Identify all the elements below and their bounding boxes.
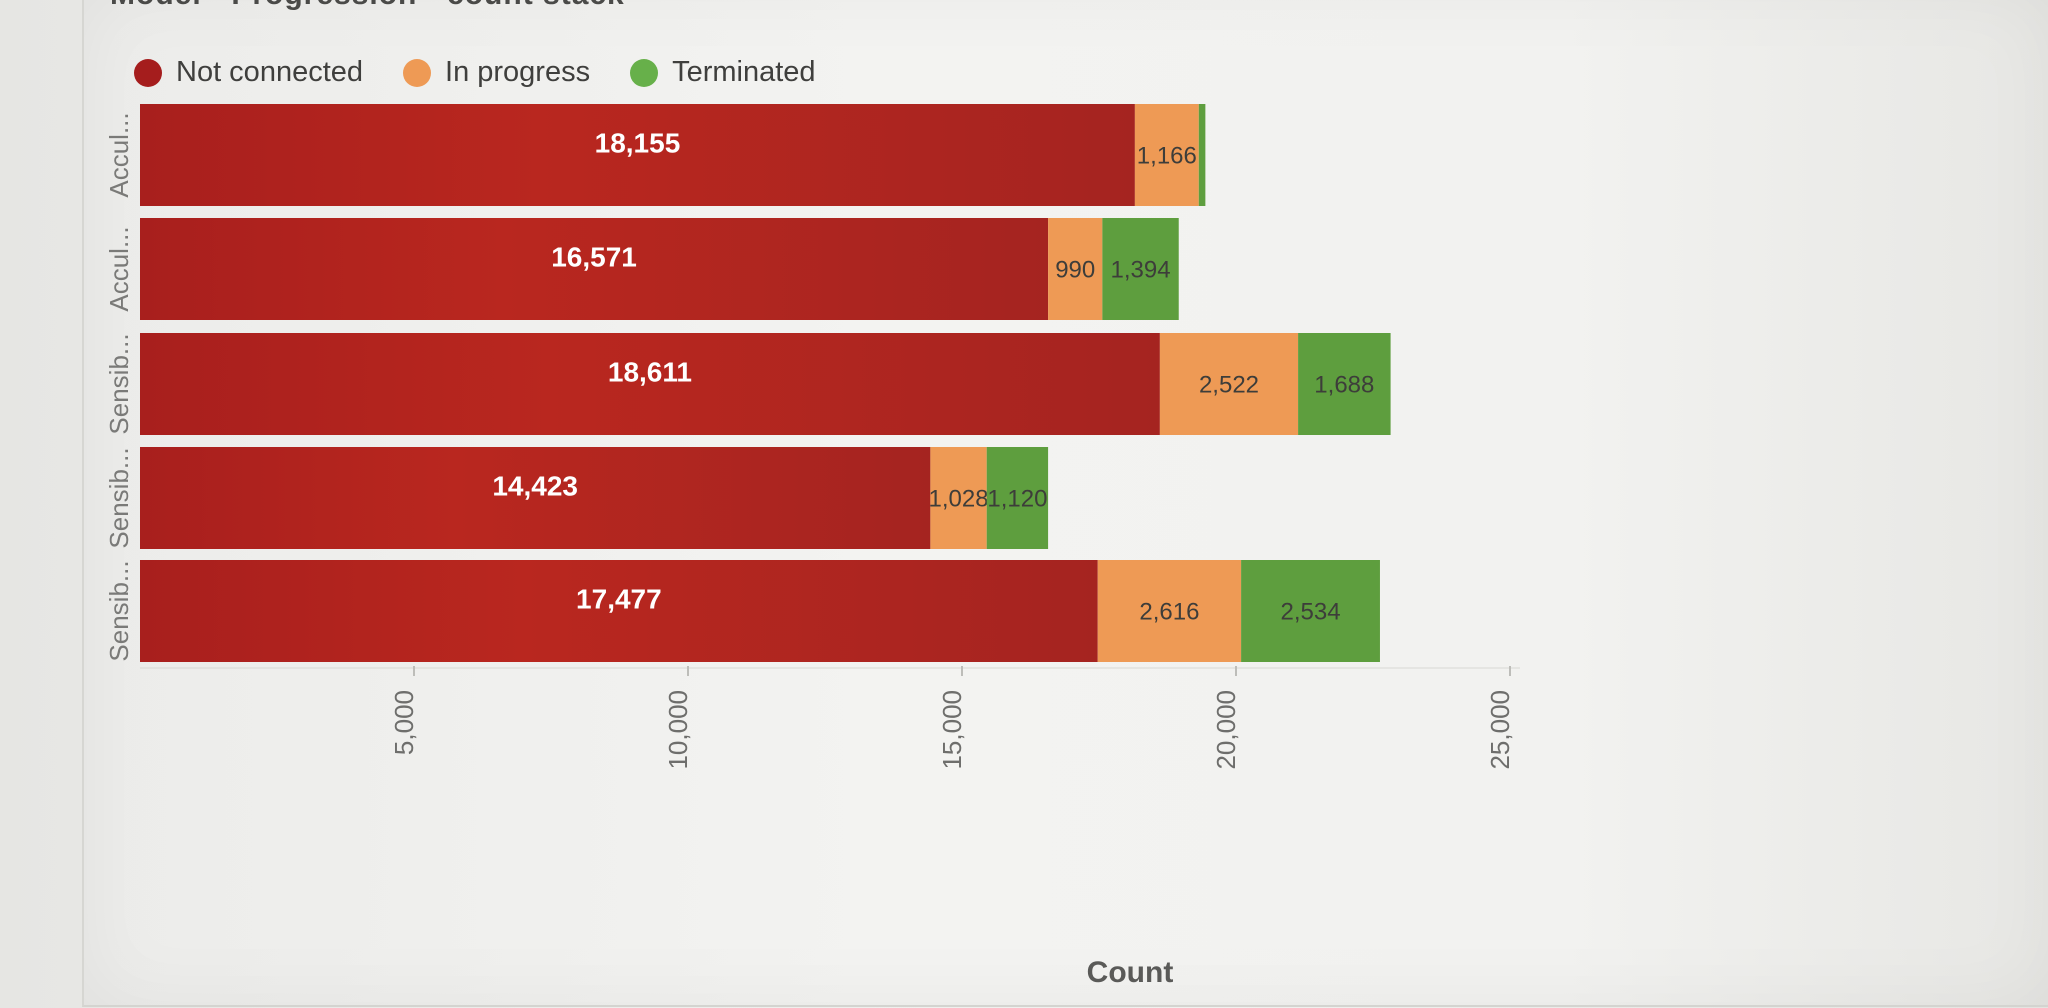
category-label-4: Sensib...: [104, 447, 134, 548]
bar-segment-in-progress-5[interactable]: [1097, 560, 1242, 662]
data-label-in-progress-4: 1,028: [929, 485, 989, 512]
category-label-5: Sensib...: [104, 560, 134, 661]
data-label-not-connected-2: 16,571: [551, 241, 637, 272]
legend-swatch-terminated: [630, 58, 659, 87]
bar-segment-in-progress-1[interactable]: [1134, 104, 1199, 206]
x-tick-label-3: 15,000: [937, 690, 967, 770]
legend-label-in-progress: In progress: [445, 56, 591, 88]
bar-segment-in-progress-4[interactable]: [930, 447, 987, 549]
x-tick-label-1: 5,000: [389, 690, 419, 755]
bar-segment-not-connected-2[interactable]: [140, 218, 1049, 320]
x-axis-title: Count: [1087, 956, 1174, 989]
data-label-terminated-4: 1,120: [987, 485, 1047, 512]
category-label-3: Sensib...: [104, 333, 134, 434]
chart-title: Model - Progression - count stack: [110, 0, 625, 12]
data-label-terminated-3: 1,688: [1314, 371, 1374, 398]
data-label-in-progress-2: 990: [1055, 256, 1095, 283]
category-label-2: Accul...: [104, 226, 134, 311]
data-label-not-connected-1: 18,155: [595, 127, 681, 158]
data-label-terminated-2: 1,394: [1111, 256, 1171, 283]
x-tick-label-5: 25,000: [1485, 690, 1515, 770]
x-tick-label-4: 20,000: [1211, 690, 1241, 770]
bar-segment-not-connected-5[interactable]: [140, 560, 1098, 662]
legend: Not connected In progress Terminated: [134, 56, 816, 89]
bar-segment-terminated-3[interactable]: [1298, 333, 1391, 435]
data-label-in-progress-1: 1,166: [1137, 142, 1197, 169]
bar-segment-terminated-2[interactable]: [1102, 218, 1179, 320]
data-label-in-progress-3: 2,522: [1199, 371, 1259, 398]
bar-segment-in-progress-3[interactable]: [1159, 333, 1299, 435]
bar-segment-not-connected-4[interactable]: [140, 447, 931, 549]
bar-segment-not-connected-1[interactable]: [140, 104, 1135, 206]
bars-group: 18,155 1,166 16,571 990 1,394 18,611 2,522 1,68…: [140, 104, 1391, 662]
data-label-not-connected-4: 14,423: [492, 470, 578, 501]
data-label-not-connected-3: 18,611: [608, 356, 692, 387]
legend-item-terminated[interactable]: Terminated: [630, 56, 816, 89]
legend-label-terminated: Terminated: [672, 56, 816, 88]
legend-swatch-not-connected: [134, 58, 162, 87]
legend-swatch-in-progress: [403, 58, 432, 87]
bar-segment-terminated-5[interactable]: [1241, 560, 1380, 662]
legend-label-not-connected: Not connected: [176, 56, 364, 88]
data-label-terminated-5: 2,534: [1280, 598, 1340, 625]
data-label-not-connected-5: 17,477: [576, 583, 662, 614]
category-label-1: Accul...: [104, 112, 134, 197]
data-label-in-progress-5: 2,616: [1139, 598, 1199, 625]
bar-segment-not-connected-3[interactable]: [140, 333, 1160, 435]
bar-segment-terminated-4[interactable]: [986, 447, 1049, 549]
legend-item-not-connected[interactable]: Not connected: [134, 56, 363, 89]
legend-item-in-progress[interactable]: In progress: [403, 56, 590, 89]
bar-segment-in-progress-2[interactable]: [1048, 218, 1103, 320]
x-tick-label-2: 10,000: [663, 690, 693, 770]
bar-segment-terminated-1[interactable]: [1198, 104, 1206, 206]
